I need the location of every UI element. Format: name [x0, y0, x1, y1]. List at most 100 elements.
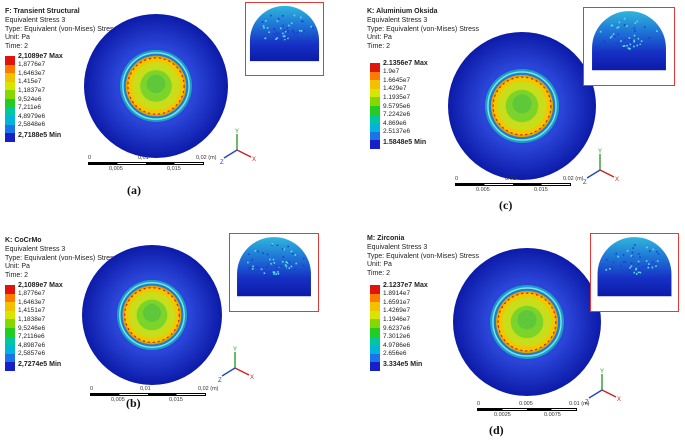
axis-x-label: X [615, 177, 619, 183]
legend-level-label: 9.5795e6 [383, 103, 410, 110]
legend-swatch [370, 140, 380, 149]
legend-level-label: 1,6463e7 [18, 299, 45, 306]
coordinate-triad: Y X Z [585, 370, 619, 404]
hemisphere-side-contour [246, 3, 323, 75]
axis-z-label: Z [220, 160, 224, 166]
coordinate-triad: Y X Z [220, 130, 254, 164]
inset-side-view [590, 233, 679, 312]
scale-bar: 0 0.01 0.02 (m) 0.005 0.015 [455, 176, 571, 196]
legend-max-label: 2.1356e7 Max [383, 60, 428, 67]
scale-tick-label: 0 [88, 155, 91, 161]
scale-tick-label: 0.0075 [544, 412, 561, 418]
legend-max-label: 2.1237e7 Max [383, 282, 428, 289]
panel-b: K: CoCrMo Equivalent Stress 3 Type: Equi… [0, 220, 342, 440]
legend-swatch [5, 133, 15, 142]
hemisphere-side-contour [584, 8, 674, 85]
stress-contour-top-view [448, 32, 596, 180]
scale-tick-label: 0,005 [111, 397, 125, 403]
legend-swatch [5, 362, 15, 371]
panel-caption: (b) [126, 396, 141, 411]
legend-level-label: 4,8987e6 [18, 342, 45, 349]
stress-contour-top-view [453, 248, 601, 396]
scale-tick-label: 0.005 [476, 187, 490, 193]
hemisphere-side-contour [591, 234, 678, 311]
legend-level-label: 7,2116e6 [18, 333, 45, 340]
legend-min-label: 2,7274e5 Min [18, 361, 61, 368]
legend-level-label: 2.5137e6 [383, 128, 410, 135]
legend-level-label: 1,415e7 [18, 78, 42, 85]
legend-min-label: 3.334e5 Min [383, 361, 422, 368]
panel-caption: (a) [127, 183, 141, 198]
legend-level-label: 1.9e7 [383, 68, 399, 75]
axis-z-label: Z [583, 180, 587, 186]
panel-a: F: Transient Structural Equivalent Stres… [0, 0, 342, 220]
legend-level-label: 1.6645e7 [383, 77, 410, 84]
legend-level-label: 1.8914e7 [383, 290, 410, 297]
axis-x-label: X [617, 397, 621, 403]
legend-swatch [370, 362, 380, 371]
legend-level-label: 9,524e6 [18, 96, 42, 103]
scale-tick-label: 0,01 [138, 155, 149, 161]
scale-bar: 0 0.005 0.01 (m) 0.0025 0.0075 [477, 401, 577, 421]
scale-bar: 0 0,01 0,02 (m) 0,005 0,015 [90, 386, 206, 406]
panel-title: M: Zirconia [367, 235, 479, 244]
axis-y-label: Y [233, 347, 237, 353]
legend-level-label: 2.656e6 [383, 350, 407, 357]
legend-level-label: 1.429e7 [383, 85, 407, 92]
legend-level-label: 1,1838e7 [18, 316, 45, 323]
legend-level-label: 7,211e6 [18, 104, 41, 111]
scale-tick-label: 0.0025 [494, 412, 511, 418]
scale-tick-label: 0.02 (m) [563, 176, 583, 182]
legend-level-label: 1.4269e7 [383, 307, 410, 314]
result-name: Equivalent Stress 3 [367, 17, 479, 26]
inset-side-view [245, 2, 324, 76]
legend-level-label: 1,8776e7 [18, 61, 45, 68]
scale-tick-label: 0,02 (m) [198, 386, 218, 392]
scale-tick-label: 0,015 [167, 166, 181, 172]
scale-bar-graphic [455, 183, 571, 186]
hemisphere-side-contour [230, 234, 318, 311]
panel-title: K: Aluminium Oksida [367, 8, 479, 17]
scale-tick-label: 0.01 [505, 176, 516, 182]
legend-level-label: 1,6463e7 [18, 70, 45, 77]
axis-y-label: Y [598, 149, 602, 155]
coordinate-triad: Y X Z [583, 150, 617, 184]
scale-tick-label: 0.005 [519, 401, 533, 407]
scale-bar: 0 0,01 0,02 (m) 0,005 0,015 [88, 155, 204, 175]
legend-level-label: 1.1946e7 [383, 316, 410, 323]
panel-d: M: Zirconia Equivalent Stress 3 Type: Eq… [343, 220, 685, 440]
axis-y-label: Y [235, 129, 239, 135]
stress-contour-top-view [82, 245, 222, 385]
legend-max-label: 2,1089e7 Max [18, 282, 63, 289]
legend-level-label: 1,8776e7 [18, 290, 45, 297]
legend-min-label: 2,7188e5 Min [18, 132, 61, 139]
axis-x-label: X [252, 157, 256, 163]
scale-tick-label: 0 [455, 176, 458, 182]
inset-side-view [229, 233, 319, 312]
legend-level-label: 7.3012e6 [383, 333, 410, 340]
coordinate-triad: Y X Z [218, 348, 252, 382]
scale-tick-label: 0,015 [169, 397, 183, 403]
legend-max-label: 2,1089e7 Max [18, 53, 63, 60]
legend-level-label: 1.1935e7 [383, 94, 410, 101]
legend-level-label: 1,4151e7 [18, 307, 45, 314]
panel-caption: (d) [489, 423, 504, 438]
legend-level-label: 4,8979e6 [18, 113, 45, 120]
axis-x-label: X [250, 375, 254, 381]
legend-min-label: 1.5848e5 Min [383, 139, 426, 146]
scale-bar-graphic [90, 393, 206, 396]
scale-tick-label: 0,01 [140, 386, 151, 392]
legend-level-label: 1.6591e7 [383, 299, 410, 306]
scale-tick-label: 0 [90, 386, 93, 392]
panel-c: K: Aluminium Oksida Equivalent Stress 3 … [343, 0, 685, 220]
scale-tick-label: 0 [477, 401, 480, 407]
scale-tick-label: 0.01 (m) [569, 401, 589, 407]
legend-level-label: 2,5848e6 [18, 121, 45, 128]
legend-level-label: 9,5246e6 [18, 325, 45, 332]
axis-y-label: Y [600, 369, 604, 375]
stress-contour-top-view [84, 14, 228, 158]
scale-bar-graphic [477, 408, 577, 411]
legend-level-label: 1,1837e7 [18, 87, 45, 94]
scale-tick-label: 0.015 [534, 187, 548, 193]
legend-level-label: 9.6237e6 [383, 325, 410, 332]
